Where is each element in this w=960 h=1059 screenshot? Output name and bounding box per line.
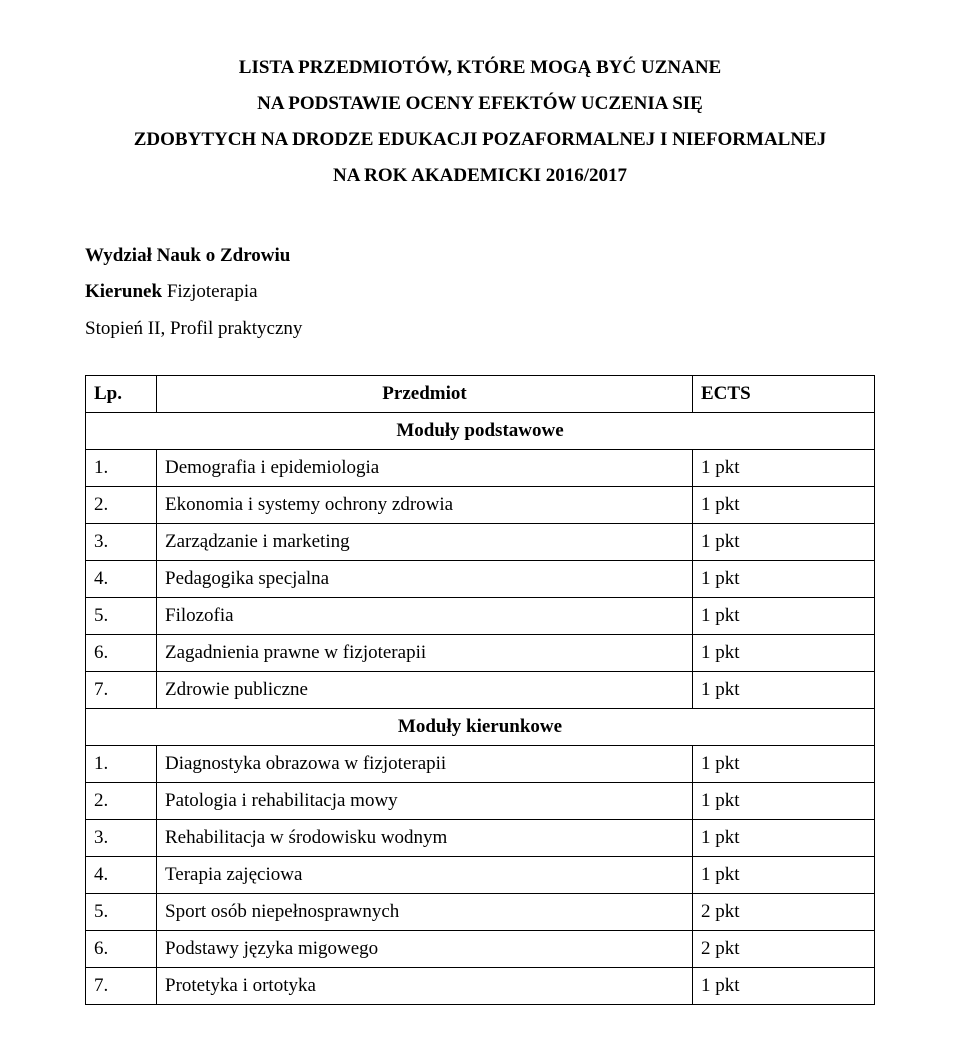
cell-ects: 1 pkt: [693, 523, 875, 560]
cell-lp: 4.: [86, 560, 157, 597]
program-line: Kierunek Fizjoterapia: [85, 274, 875, 310]
cell-subject: Podstawy języka migowego: [157, 930, 693, 967]
cell-ects: 2 pkt: [693, 930, 875, 967]
cell-ects: 1 pkt: [693, 597, 875, 634]
cell-subject: Pedagogika specjalna: [157, 560, 693, 597]
cell-lp: 5.: [86, 597, 157, 634]
cell-subject: Zagadnienia prawne w fizjoterapii: [157, 634, 693, 671]
table-body: Moduły podstawowe 1. Demografia i epidem…: [86, 412, 875, 1004]
table-row: 2. Ekonomia i systemy ochrony zdrowia 1 …: [86, 486, 875, 523]
table-row: 1. Diagnostyka obrazowa w fizjoterapii 1…: [86, 745, 875, 782]
program-label: Kierunek: [85, 281, 167, 302]
cell-lp: 6.: [86, 634, 157, 671]
table-row: 4. Pedagogika specjalna 1 pkt: [86, 560, 875, 597]
cell-ects: 1 pkt: [693, 560, 875, 597]
cell-lp: 6.: [86, 930, 157, 967]
document-page: LISTA PRZEDMIOTÓW, KTÓRE MOGĄ BYĆ UZNANE…: [0, 0, 960, 1059]
table-row: 5. Sport osób niepełnosprawnych 2 pkt: [86, 893, 875, 930]
table-row: 6. Zagadnienia prawne w fizjoterapii 1 p…: [86, 634, 875, 671]
section-kierunkowe: Moduły kierunkowe: [86, 708, 875, 745]
cell-ects: 1 pkt: [693, 745, 875, 782]
cell-lp: 7.: [86, 671, 157, 708]
table-row: 7. Protetyka i ortotyka 1 pkt: [86, 967, 875, 1004]
cell-lp: 3.: [86, 819, 157, 856]
title-line-3: ZDOBYTYCH NA DRODZE EDUKACJI POZAFORMALN…: [85, 122, 875, 158]
col-header-lp: Lp.: [86, 375, 157, 412]
title-line-4: NA ROK AKADEMICKI 2016/2017: [85, 158, 875, 194]
cell-lp: 4.: [86, 856, 157, 893]
table-row: 4. Terapia zajęciowa 1 pkt: [86, 856, 875, 893]
cell-ects: 1 pkt: [693, 782, 875, 819]
cell-subject: Sport osób niepełnosprawnych: [157, 893, 693, 930]
cell-ects: 1 pkt: [693, 486, 875, 523]
table-row: 3. Rehabilitacja w środowisku wodnym 1 p…: [86, 819, 875, 856]
subjects-table: Lp. Przedmiot ECTS Moduły podstawowe 1. …: [85, 375, 875, 1005]
cell-lp: 3.: [86, 523, 157, 560]
cell-ects: 1 pkt: [693, 671, 875, 708]
cell-ects: 1 pkt: [693, 856, 875, 893]
table-row: 3. Zarządzanie i marketing 1 pkt: [86, 523, 875, 560]
cell-subject: Ekonomia i systemy ochrony zdrowia: [157, 486, 693, 523]
cell-lp: 7.: [86, 967, 157, 1004]
cell-subject: Patologia i rehabilitacja mowy: [157, 782, 693, 819]
cell-lp: 2.: [86, 782, 157, 819]
program-name: Fizjoterapia: [167, 281, 258, 302]
table-row: 1. Demografia i epidemiologia 1 pkt: [86, 449, 875, 486]
subheader-block: Wydział Nauk o Zdrowiu Kierunek Fizjoter…: [85, 238, 875, 346]
cell-ects: 1 pkt: [693, 967, 875, 1004]
section-podstawowe: Moduły podstawowe: [86, 412, 875, 449]
cell-subject: Demografia i epidemiologia: [157, 449, 693, 486]
cell-subject: Zdrowie publiczne: [157, 671, 693, 708]
cell-subject: Terapia zajęciowa: [157, 856, 693, 893]
section-title: Moduły podstawowe: [86, 412, 875, 449]
title-line-1: LISTA PRZEDMIOTÓW, KTÓRE MOGĄ BYĆ UZNANE: [85, 50, 875, 86]
cell-ects: 1 pkt: [693, 634, 875, 671]
document-title-block: LISTA PRZEDMIOTÓW, KTÓRE MOGĄ BYĆ UZNANE…: [85, 50, 875, 194]
faculty-name: Wydział Nauk o Zdrowiu: [85, 238, 875, 274]
table-row: 7. Zdrowie publiczne 1 pkt: [86, 671, 875, 708]
col-header-ects: ECTS: [693, 375, 875, 412]
table-row: 5. Filozofia 1 pkt: [86, 597, 875, 634]
table-header-row: Lp. Przedmiot ECTS: [86, 375, 875, 412]
table-row: 2. Patologia i rehabilitacja mowy 1 pkt: [86, 782, 875, 819]
title-line-2: NA PODSTAWIE OCENY EFEKTÓW UCZENIA SIĘ: [85, 86, 875, 122]
level-line: Stopień II, Profil praktyczny: [85, 311, 875, 347]
cell-subject: Rehabilitacja w środowisku wodnym: [157, 819, 693, 856]
cell-subject: Filozofia: [157, 597, 693, 634]
cell-subject: Zarządzanie i marketing: [157, 523, 693, 560]
table-row: 6. Podstawy języka migowego 2 pkt: [86, 930, 875, 967]
cell-lp: 5.: [86, 893, 157, 930]
cell-ects: 2 pkt: [693, 893, 875, 930]
col-header-subject: Przedmiot: [157, 375, 693, 412]
cell-lp: 1.: [86, 449, 157, 486]
section-title: Moduły kierunkowe: [86, 708, 875, 745]
cell-subject: Protetyka i ortotyka: [157, 967, 693, 1004]
cell-lp: 2.: [86, 486, 157, 523]
cell-ects: 1 pkt: [693, 819, 875, 856]
cell-ects: 1 pkt: [693, 449, 875, 486]
cell-lp: 1.: [86, 745, 157, 782]
cell-subject: Diagnostyka obrazowa w fizjoterapii: [157, 745, 693, 782]
